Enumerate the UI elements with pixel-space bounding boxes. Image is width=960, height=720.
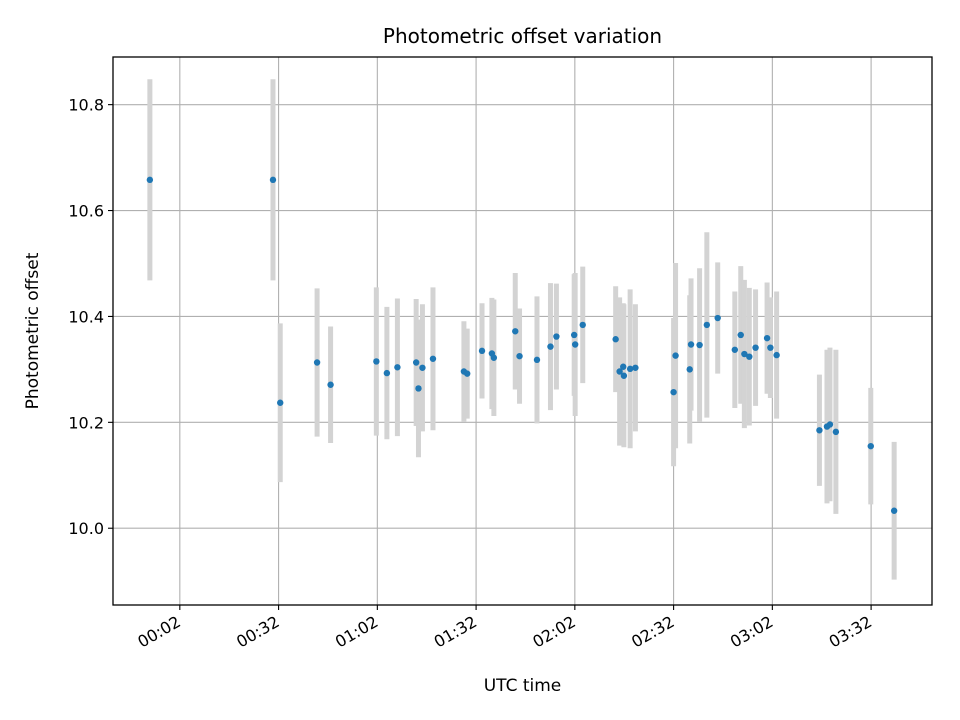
data-point — [419, 364, 426, 371]
data-point — [670, 388, 677, 396]
data-point — [737, 331, 744, 339]
plot-frame — [112, 56, 933, 606]
data-point — [512, 328, 519, 335]
x-axis-ticks: 00:02 00:32 01:02 01:32 02:02 02:32 03:02 03:32 — [134, 605, 875, 652]
data-point — [146, 176, 154, 184]
data-point — [570, 331, 578, 339]
data-point — [626, 365, 634, 373]
data-point — [478, 347, 486, 355]
data-point — [773, 351, 780, 359]
data-point — [620, 372, 628, 379]
y-tick-label: 10.8 — [68, 96, 104, 115]
data-point — [686, 366, 693, 373]
data-point — [752, 344, 759, 351]
data-point — [890, 507, 898, 514]
chart-title: Photometric offset variation — [383, 24, 662, 48]
data-point — [620, 363, 627, 370]
data-point — [429, 355, 437, 362]
x-tick-label: 01:02 — [332, 612, 381, 652]
data-point — [672, 352, 679, 359]
x-tick-label: 03:32 — [826, 612, 875, 652]
y-tick-label: 10.2 — [68, 413, 104, 432]
y-axis-ticks: 10.0 10.2 10.4 10.6 10.8 — [68, 96, 113, 538]
data-point — [632, 364, 639, 371]
x-tick-label: 02:32 — [628, 612, 677, 652]
data-point — [616, 368, 623, 375]
data-point — [533, 356, 541, 364]
x-tick-label: 00:32 — [233, 612, 282, 652]
data-point — [313, 359, 321, 366]
data-point — [612, 336, 619, 343]
data-point — [832, 428, 840, 436]
data-point — [490, 354, 498, 361]
x-tick-label: 03:02 — [727, 612, 776, 652]
data-point — [269, 176, 277, 184]
x-axis-label: UTC time — [484, 676, 562, 696]
data-point — [571, 341, 579, 348]
data-point — [412, 359, 420, 366]
data-point — [714, 314, 721, 322]
data-point — [696, 341, 703, 349]
data-point — [746, 353, 753, 360]
y-axis-label: Photometric offset — [23, 252, 43, 409]
data-point — [327, 381, 334, 388]
data-point — [703, 321, 711, 329]
x-tick-label: 02:02 — [529, 612, 578, 652]
data-point — [816, 427, 823, 434]
data-point — [731, 346, 739, 353]
data-point — [415, 385, 422, 392]
grid-lines — [113, 57, 932, 605]
data-points — [146, 176, 898, 514]
data-point — [553, 333, 560, 340]
y-tick-label: 10.6 — [68, 202, 104, 221]
data-point — [373, 358, 380, 365]
data-point — [516, 352, 523, 360]
x-tick-label: 00:02 — [134, 612, 183, 652]
data-point — [383, 369, 391, 377]
y-tick-label: 10.4 — [68, 307, 104, 326]
data-point — [547, 343, 554, 350]
error-bars — [147, 79, 897, 580]
data-point — [277, 399, 284, 406]
x-tick-label: 01:32 — [431, 612, 480, 652]
data-point — [826, 421, 834, 428]
data-point — [741, 350, 748, 358]
data-point — [767, 344, 774, 351]
data-point — [394, 364, 401, 371]
data-point — [463, 370, 471, 377]
data-point — [687, 341, 695, 348]
data-point — [763, 334, 771, 342]
data-point — [579, 321, 586, 329]
data-point — [867, 442, 874, 450]
y-tick-label: 10.0 — [68, 519, 104, 538]
